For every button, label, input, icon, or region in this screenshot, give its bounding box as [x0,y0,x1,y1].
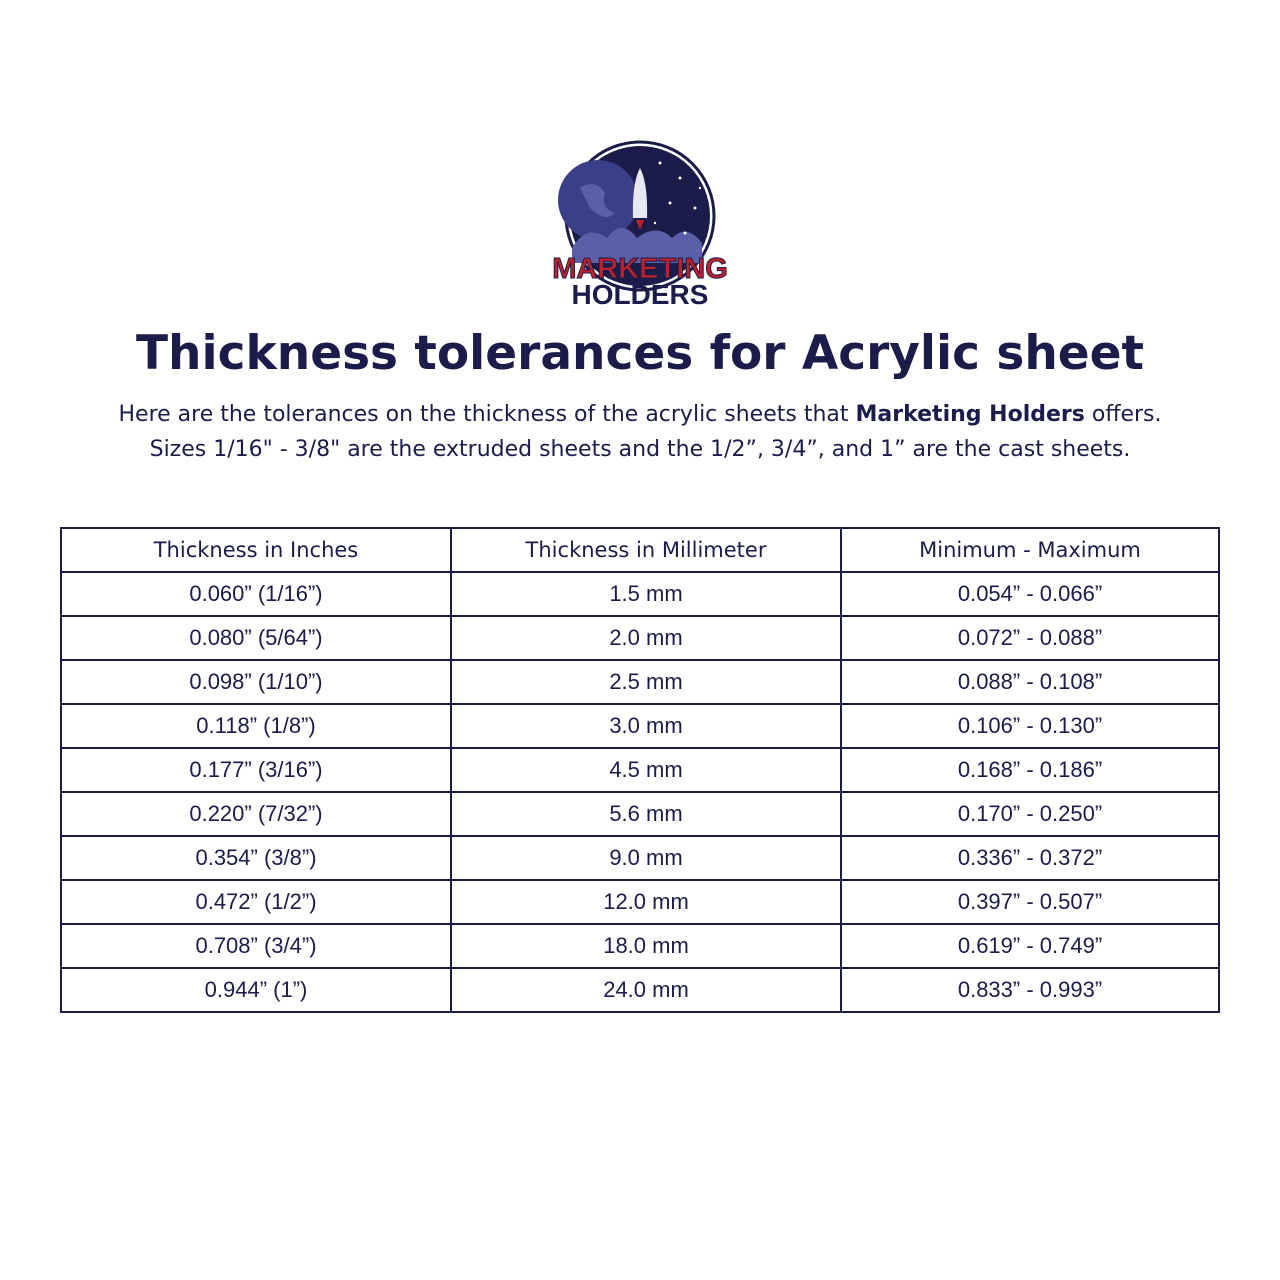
rocket-logo-icon: MARKETING HOLDERS [552,140,728,310]
header-millimeter: Thickness in Millimeter [450,527,842,573]
cell-min-max: 0.072” - 0.088” [840,615,1220,661]
marketing-holders-logo: MARKETING HOLDERS [550,138,730,310]
cell-millimeter: 1.5 mm [450,571,842,617]
header-inches: Thickness in Inches [60,527,452,573]
cell-min-max: 0.619” - 0.749” [840,923,1220,969]
cell-millimeter: 5.6 mm [450,791,842,837]
logo-text-marketing: MARKETING [552,253,728,285]
subtitle-text: Here are the tolerances on the thickness… [118,402,856,427]
cell-inches: 0.472” (1/2”) [60,879,452,925]
table-row: 0.098” (1/10”) 2.5 mm 0.088” - 0.108” [60,659,1220,705]
cell-min-max: 0.054” - 0.066” [840,571,1220,617]
cell-millimeter: 12.0 mm [450,879,842,925]
cell-min-max: 0.088” - 0.108” [840,659,1220,705]
cell-min-max: 0.170” - 0.250” [840,791,1220,837]
cell-inches: 0.118” (1/8”) [60,703,452,749]
cell-inches: 0.708” (3/4”) [60,923,452,969]
cell-min-max: 0.106” - 0.130” [840,703,1220,749]
cell-inches: 0.944” (1”) [60,967,452,1013]
cell-millimeter: 9.0 mm [450,835,842,881]
table-row: 0.708” (3/4”) 18.0 mm 0.619” - 0.749” [60,923,1220,969]
cell-min-max: 0.336” - 0.372” [840,835,1220,881]
cell-millimeter: 4.5 mm [450,747,842,793]
logo-text-holders: HOLDERS [572,279,709,310]
header-min-max: Minimum - Maximum [840,527,1220,573]
cell-millimeter: 2.5 mm [450,659,842,705]
page-title: Thickness tolerances for Acrylic sheet [136,326,1144,381]
table-row: 0.220” (7/32”) 5.6 mm 0.170” - 0.250” [60,791,1220,837]
cell-inches: 0.177” (3/16”) [60,747,452,793]
cell-min-max: 0.833” - 0.993” [840,967,1220,1013]
table-row: 0.472” (1/2”) 12.0 mm 0.397” - 0.507” [60,879,1220,925]
subtitle-text-end: offers. [1084,402,1162,427]
cell-inches: 0.354” (3/8”) [60,835,452,881]
subtitle-line-1: Here are the tolerances on the thickness… [0,402,1280,427]
table-row: 0.080” (5/64”) 2.0 mm 0.072” - 0.088” [60,615,1220,661]
cell-millimeter: 18.0 mm [450,923,842,969]
cell-inches: 0.220” (7/32”) [60,791,452,837]
subtitle-line-2: Sizes 1/16" - 3/8" are the extruded shee… [149,437,1131,462]
table-row: 0.060” (1/16”) 1.5 mm 0.054” - 0.066” [60,571,1220,617]
table-row: 0.944” (1”) 24.0 mm 0.833” - 0.993” [60,967,1220,1013]
cell-inches: 0.060” (1/16”) [60,571,452,617]
cell-inches: 0.098” (1/10”) [60,659,452,705]
subtitle-brand: Marketing Holders [855,402,1085,427]
cell-min-max: 0.168” - 0.186” [840,747,1220,793]
table-row: 0.354” (3/8”) 9.0 mm 0.336” - 0.372” [60,835,1220,881]
table-header-row: Thickness in Inches Thickness in Millime… [60,527,1220,573]
tolerance-table: Thickness in Inches Thickness in Millime… [60,527,1220,1013]
cell-millimeter: 2.0 mm [450,615,842,661]
cell-millimeter: 24.0 mm [450,967,842,1013]
table-row: 0.177” (3/16”) 4.5 mm 0.168” - 0.186” [60,747,1220,793]
cell-inches: 0.080” (5/64”) [60,615,452,661]
table-row: 0.118” (1/8”) 3.0 mm 0.106” - 0.130” [60,703,1220,749]
cell-millimeter: 3.0 mm [450,703,842,749]
cell-min-max: 0.397” - 0.507” [840,879,1220,925]
